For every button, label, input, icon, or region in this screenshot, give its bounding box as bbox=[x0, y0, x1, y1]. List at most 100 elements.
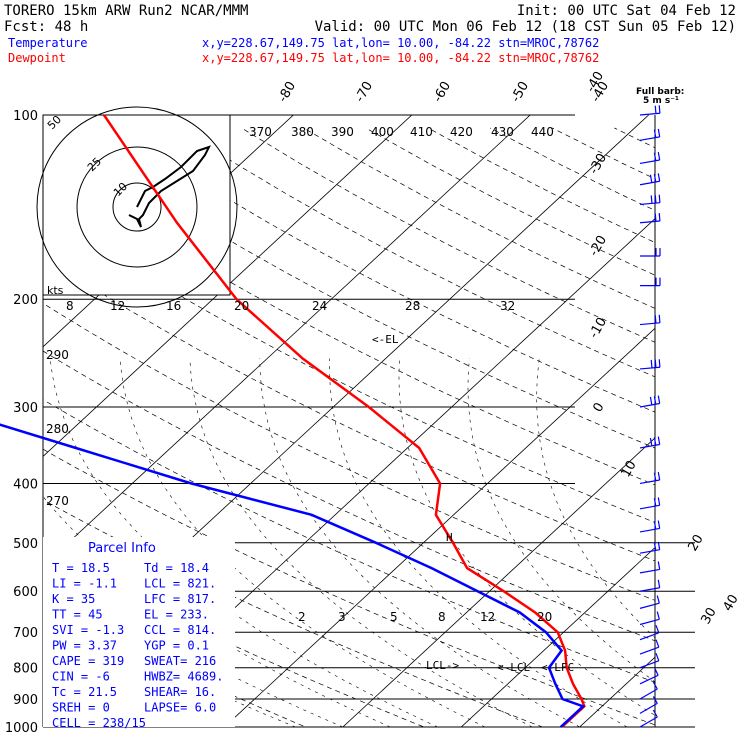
pressure-label-200: 200 bbox=[13, 293, 38, 308]
annotation-2: <-LCL bbox=[497, 661, 530, 674]
wind-barb-680 bbox=[639, 611, 660, 626]
wind-barb-110 bbox=[639, 128, 661, 141]
parcel-row-left-9: SREH = 0 bbox=[52, 701, 110, 715]
pressure-label-700: 700 bbox=[13, 626, 38, 641]
wind-barb-120 bbox=[639, 152, 661, 165]
wind-barb-150 bbox=[639, 213, 661, 224]
parcel-row-right-4: CCL = 814. bbox=[144, 623, 216, 637]
parcel-row-right-8: SHEAR= 16. bbox=[144, 685, 216, 699]
pressure-label-100: 100 bbox=[13, 109, 38, 124]
pressure-label-600: 600 bbox=[13, 585, 38, 600]
dry-adiabat bbox=[43, 350, 655, 642]
parcel-row-left-2: K = 35 bbox=[52, 592, 95, 606]
parcel-row-left-8: Tc = 21.5 bbox=[52, 685, 117, 699]
moist-adiabat bbox=[536, 358, 655, 639]
dry-adiabat-label-280: 280 bbox=[46, 422, 69, 436]
wind-barb-260 bbox=[639, 359, 661, 370]
thetae-label-24: 24 bbox=[312, 299, 327, 313]
isotherm bbox=[342, 437, 655, 727]
pressure-label-1000: 1000 bbox=[5, 721, 38, 736]
hodograph-ring bbox=[76, 146, 198, 268]
isotherm bbox=[684, 87, 740, 740]
parcel-row-left-1: LI = -1.1 bbox=[52, 577, 117, 591]
header-line1-right: Init: 00 UTC Sat 04 Feb 12 bbox=[517, 3, 736, 19]
isotherm bbox=[43, 115, 531, 567]
barb-title: Full barb: bbox=[636, 87, 684, 97]
annotation-4: H bbox=[446, 531, 453, 544]
temperature-tick-0: 0 bbox=[590, 400, 607, 415]
moist-adiabat bbox=[189, 358, 533, 727]
upper-temperature-tick--50: -50 bbox=[508, 79, 532, 105]
wind-barb-900 bbox=[639, 681, 658, 700]
theta-label-420: 420 bbox=[450, 125, 473, 139]
theta-label-440: 440 bbox=[531, 125, 554, 139]
mixing-ratio-label-2: 2 bbox=[298, 610, 306, 624]
theta-label-430: 430 bbox=[491, 125, 514, 139]
mixing-ratio-label-20: 20 bbox=[537, 610, 552, 624]
wind-barb-130 bbox=[639, 173, 661, 186]
dewpoint-legend-label: Dewpoint bbox=[8, 51, 66, 65]
wind-barb-220 bbox=[639, 314, 661, 326]
moist-adiabat bbox=[259, 358, 580, 727]
temperature-tick-30: 30 bbox=[698, 605, 719, 627]
theta-label-410: 410 bbox=[410, 125, 433, 139]
wind-barb-640 bbox=[639, 595, 660, 609]
wind-barb-440 bbox=[639, 497, 661, 510]
wind-barb-800 bbox=[639, 653, 660, 669]
thetae-label-20: 20 bbox=[234, 299, 249, 313]
wind-barb-720 bbox=[639, 625, 660, 641]
dry-adiabat bbox=[43, 255, 655, 562]
isotherm bbox=[223, 327, 655, 727]
wind-barb-100 bbox=[639, 105, 661, 116]
moist-adiabat bbox=[49, 358, 438, 727]
wind-barb-190 bbox=[640, 277, 661, 287]
parcel-row-left-6: CAPE = 319 bbox=[52, 654, 124, 668]
temperature-tick--20: -20 bbox=[586, 233, 610, 259]
moist-adiabat bbox=[398, 358, 655, 716]
dry-adiabat bbox=[303, 127, 655, 309]
wind-barb-170 bbox=[640, 248, 661, 257]
wind-barb-400 bbox=[639, 472, 661, 485]
dry-adiabat bbox=[241, 127, 655, 343]
isotherm bbox=[579, 656, 655, 727]
temperature-tick-10: 10 bbox=[618, 458, 639, 480]
parcel-row-right-0: Td = 18.4 bbox=[144, 561, 209, 575]
hodograph-kts-label: kts bbox=[47, 284, 64, 297]
dry-adiabat bbox=[54, 127, 655, 449]
parcel-row-left-3: TT = 45 bbox=[52, 608, 103, 622]
dry-adiabat bbox=[43, 399, 655, 683]
mixing-ratio-label-5: 5 bbox=[390, 610, 398, 624]
parcel-row-right-3: EL = 233. bbox=[144, 608, 209, 622]
wind-barb-600 bbox=[639, 579, 661, 592]
dewpoint-trace bbox=[0, 423, 586, 728]
annotation-1: LCL-> bbox=[426, 659, 459, 672]
thetae-label-28: 28 bbox=[405, 299, 420, 313]
theta-label-380: 380 bbox=[291, 125, 314, 139]
parcel-row-left-10: CELL = 238/15 bbox=[52, 716, 146, 730]
wind-barb-950 bbox=[639, 696, 658, 714]
parcel-info-title: Parcel Info bbox=[88, 541, 156, 556]
wind-barb-1000 bbox=[639, 709, 658, 728]
wind-barb-480 bbox=[639, 520, 661, 533]
parcel-row-right-1: LCL = 821. bbox=[144, 577, 216, 591]
thetae-label-12: 12 bbox=[110, 299, 125, 313]
isotherm bbox=[43, 115, 413, 458]
parcel-row-left-0: T = 18.5 bbox=[52, 561, 110, 575]
sounding-traces bbox=[0, 114, 586, 728]
wind-barb-850 bbox=[639, 667, 659, 685]
wind-barb-520 bbox=[639, 541, 661, 554]
dry-adiabat-label-290: 290 bbox=[46, 348, 69, 362]
mixing-ratio-label-3: 3 bbox=[338, 610, 346, 624]
upper-temperature-tick--80: -80 bbox=[275, 79, 299, 105]
annotation-3: <-LFC bbox=[541, 661, 574, 674]
dry-adiabat bbox=[489, 127, 655, 211]
pressure-label-300: 300 bbox=[13, 401, 38, 416]
dry-adiabat bbox=[43, 604, 307, 727]
temperature-trace bbox=[102, 114, 586, 728]
hodograph-ring bbox=[112, 182, 162, 232]
parcel-info-box: Parcel Info T = 18.5 Td = 18.4 LI = -1.1 LC… bbox=[43, 537, 235, 730]
axis-labels: 1002003004005006007008009001000-40-30-20… bbox=[5, 69, 740, 736]
parcel-row-left-4: SVI = -1.3 bbox=[52, 623, 124, 637]
